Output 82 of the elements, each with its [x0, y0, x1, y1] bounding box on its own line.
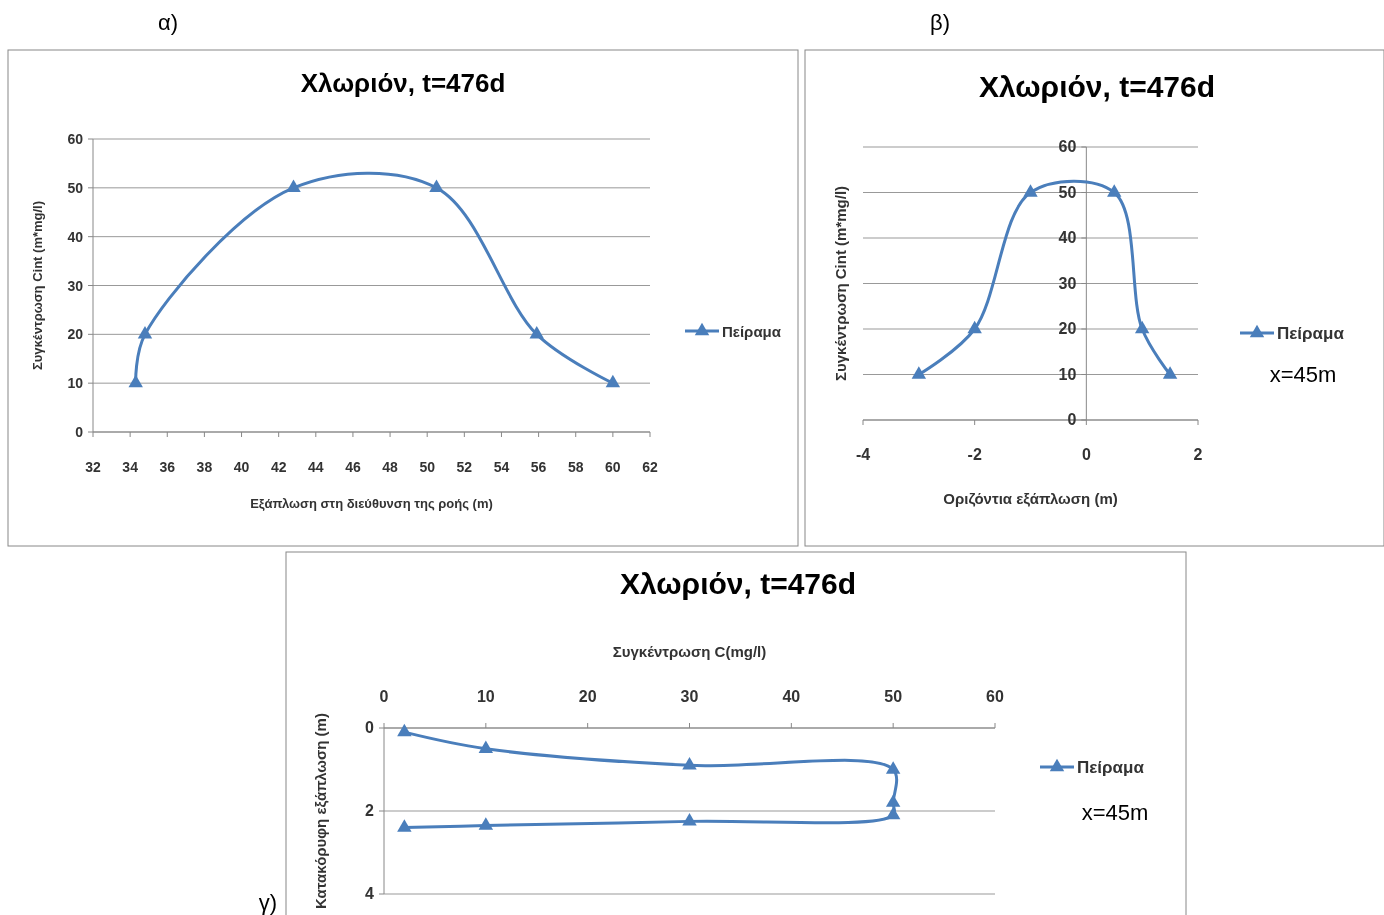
- point: [1134, 320, 1150, 334]
- point: [885, 806, 901, 820]
- x-tick-label: 60: [605, 459, 621, 475]
- x-tick-label: 10: [476, 688, 495, 705]
- x-tick-label: 58: [567, 459, 584, 475]
- text: x=45m: [1081, 800, 1149, 825]
- x-tick-label: 42: [270, 459, 287, 475]
- point: [478, 817, 494, 830]
- text: β): [930, 10, 950, 35]
- point: [1107, 184, 1122, 197]
- x-tick-label: 56: [530, 459, 547, 475]
- text: α): [157, 10, 179, 35]
- point: [911, 366, 927, 379]
- point: [128, 374, 143, 388]
- x-tick-label: 54: [493, 459, 510, 475]
- x-tick-label: 0: [1081, 446, 1091, 463]
- y-tick-label: 0: [75, 424, 84, 440]
- x-tick-label: 32: [85, 459, 101, 475]
- y-tick-label: 4: [365, 885, 375, 902]
- x-tick-label: 44: [308, 459, 324, 475]
- point: [137, 326, 153, 339]
- x-tick-label: 60: [986, 688, 1004, 705]
- point: [529, 326, 544, 339]
- text: x=45m: [1269, 362, 1337, 387]
- legend-label: Πείραμα: [722, 323, 782, 340]
- y-tick-label: 50: [67, 179, 84, 196]
- y-tick-label: 2: [365, 802, 375, 819]
- x-tick-label: 62: [642, 459, 658, 475]
- point: [885, 794, 901, 807]
- x-tick-label: 0: [379, 688, 389, 705]
- legend-label: Πείραμα: [1277, 324, 1345, 343]
- y-tick-label: 20: [67, 326, 84, 343]
- x-tick-label: 30: [680, 688, 699, 705]
- legend-label: Πείραμα: [1077, 758, 1145, 777]
- y-tick-label: 10: [67, 375, 84, 392]
- y-tick-label: 20: [1058, 320, 1077, 337]
- y-tick-label: 30: [67, 277, 84, 294]
- y-axis-title: Συγκέντρωση Cint (m*mg/l): [832, 185, 849, 382]
- x-axis-title: Εξάπλωση στη διεύθυνση της ροής (m): [250, 496, 493, 511]
- point: [478, 740, 494, 753]
- x-axis-title: Οριζόντια εξάπλωση (m): [943, 490, 1118, 507]
- chart-title: Χλωριόν, t=476d: [300, 68, 506, 98]
- chart-title: Χλωριόν, t=476d: [978, 70, 1216, 103]
- y-tick-label: 60: [1058, 138, 1077, 155]
- x-tick-label: -2: [967, 446, 982, 463]
- point: [397, 723, 412, 737]
- y-tick-label: 60: [67, 131, 84, 147]
- x-tick-label: 20: [578, 688, 597, 705]
- y-tick-label: 30: [1058, 274, 1077, 292]
- text: γ): [258, 890, 278, 915]
- point: [1023, 184, 1038, 197]
- point: [682, 813, 697, 826]
- point: [967, 320, 982, 334]
- y-tick-label: 0: [1067, 411, 1077, 428]
- y-tick-label: 10: [1058, 365, 1077, 383]
- x-tick-label: -4: [855, 446, 871, 463]
- x-tick-label: 34: [122, 459, 139, 475]
- point: [429, 179, 444, 192]
- y-axis-title: Κατακόρυφη εξάπλωση (m): [312, 713, 329, 909]
- point: [682, 757, 697, 770]
- chart-title: Χλωριόν, t=476d: [619, 567, 857, 600]
- x-tick-label: 40: [782, 688, 801, 705]
- y-tick-label: 0: [365, 719, 375, 736]
- x-tick-label: 36: [159, 459, 176, 475]
- y-tick-label: 40: [1058, 229, 1077, 246]
- x-tick-label: 50: [884, 688, 903, 705]
- y-tick-label: 40: [67, 228, 84, 245]
- y-tick-label: 50: [1058, 183, 1077, 201]
- point: [605, 374, 621, 388]
- x-tick-label: 38: [196, 459, 213, 475]
- y-axis-title: Συγκέντρωση Cint (m*mg/l): [30, 200, 45, 371]
- point: [885, 761, 901, 774]
- x-tick-label: 50: [419, 459, 436, 475]
- point: [286, 179, 301, 192]
- point: [397, 819, 412, 832]
- x-tick-label: 2: [1193, 446, 1203, 463]
- x-tick-label: 40: [233, 459, 250, 475]
- x-tick-label: 46: [345, 459, 361, 475]
- x-axis-title: Συγκέντρωση C(mg/l): [612, 643, 767, 660]
- x-tick-label: 48: [382, 459, 399, 475]
- point: [1162, 366, 1178, 379]
- x-tick-label: 52: [456, 459, 473, 475]
